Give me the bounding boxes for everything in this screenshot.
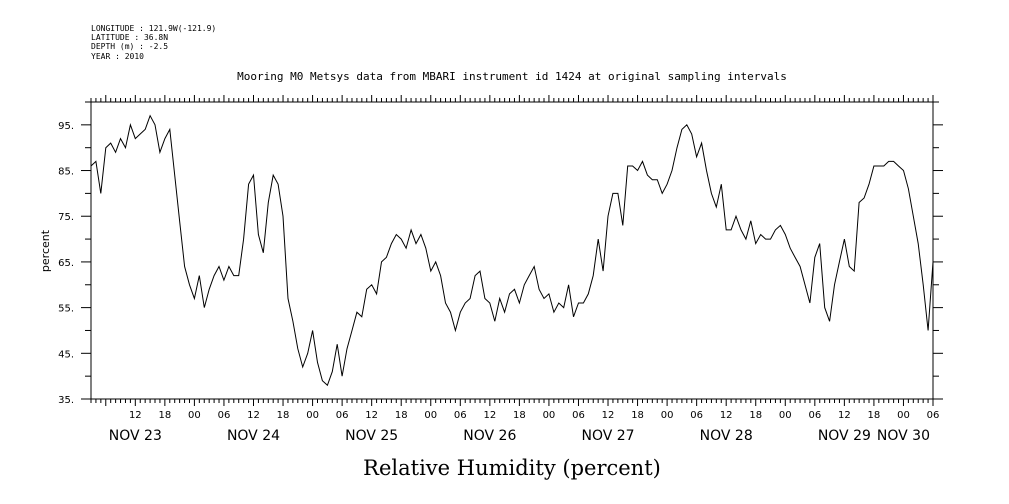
meta-longitude: LONGITUDE : 121.9W(-121.9) [91, 24, 216, 33]
y-tick-label: 85. [58, 167, 74, 178]
x-tick-label: 12 [247, 410, 260, 421]
x-day-label: NOV 24 [227, 428, 280, 444]
series-line-0 [90, 114, 934, 387]
meta-latitude: LATITUDE : 36.8N [91, 33, 168, 42]
y-tick-label: 65. [58, 258, 74, 269]
x-tick-label: 00 [424, 410, 437, 421]
x-tick-label: 00 [897, 410, 910, 421]
x-tick-label: 18 [395, 410, 408, 421]
x-tick-label: 12 [720, 410, 733, 421]
x-tick-label: 18 [749, 410, 762, 421]
meta-year: YEAR : 2010 [91, 52, 144, 61]
x-tick-label: 12 [483, 410, 496, 421]
x-tick-label: 12 [838, 410, 851, 421]
chart-title: Mooring M0 Metsys data from MBARI instru… [237, 70, 787, 83]
y-tick-label: 45. [58, 349, 74, 360]
x-tick-label: 00 [543, 410, 556, 421]
x-tick-label: 12 [602, 410, 615, 421]
x-axis-label: Relative Humidity (percent) [363, 456, 661, 480]
x-tick-label: 18 [158, 410, 171, 421]
x-tick-label: 06 [690, 410, 703, 421]
x-day-label: NOV 25 [345, 428, 398, 444]
y-tick-label: 95. [58, 121, 74, 132]
x-tick-label: 06 [454, 410, 467, 421]
x-tick-label: 06 [927, 410, 940, 421]
tick-labels: 35. 45. 55. 65. 75. 85. 95. 12 18 00 06 12 18 00 06 12 1… [58, 121, 939, 444]
y-axis-label: percent [39, 229, 52, 272]
x-day-label: NOV 28 [700, 428, 753, 444]
x-tick-label: 18 [513, 410, 526, 421]
y-tick-label: 55. [58, 304, 74, 315]
y-tick-label: 35. [58, 395, 74, 406]
x-tick-label: 00 [306, 410, 319, 421]
x-tick-label: 00 [188, 410, 201, 421]
x-day-label: NOV 27 [581, 428, 634, 444]
plot-frame [90, 101, 934, 400]
y-tick-label: 75. [58, 212, 74, 223]
x-tick-label: 18 [277, 410, 290, 421]
meta-depth: DEPTH (m) : -2.5 [91, 42, 168, 51]
x-tick-label: 18 [631, 410, 644, 421]
series-layer [90, 114, 934, 387]
x-tick-label: 06 [808, 410, 821, 421]
tick-marks [81, 95, 943, 406]
x-tick-label: 12 [129, 410, 142, 421]
x-tick-label: 00 [779, 410, 792, 421]
x-day-label: NOV 29 [818, 428, 871, 444]
x-tick-label: 00 [661, 410, 674, 421]
x-day-label: NOV 30 [877, 428, 930, 444]
x-day-label: NOV 26 [463, 428, 516, 444]
x-tick-label: 06 [336, 410, 349, 421]
x-tick-label: 12 [365, 410, 378, 421]
x-day-label: NOV 23 [109, 428, 162, 444]
x-tick-label: 06 [572, 410, 585, 421]
x-tick-label: 18 [868, 410, 881, 421]
x-tick-label: 06 [218, 410, 231, 421]
